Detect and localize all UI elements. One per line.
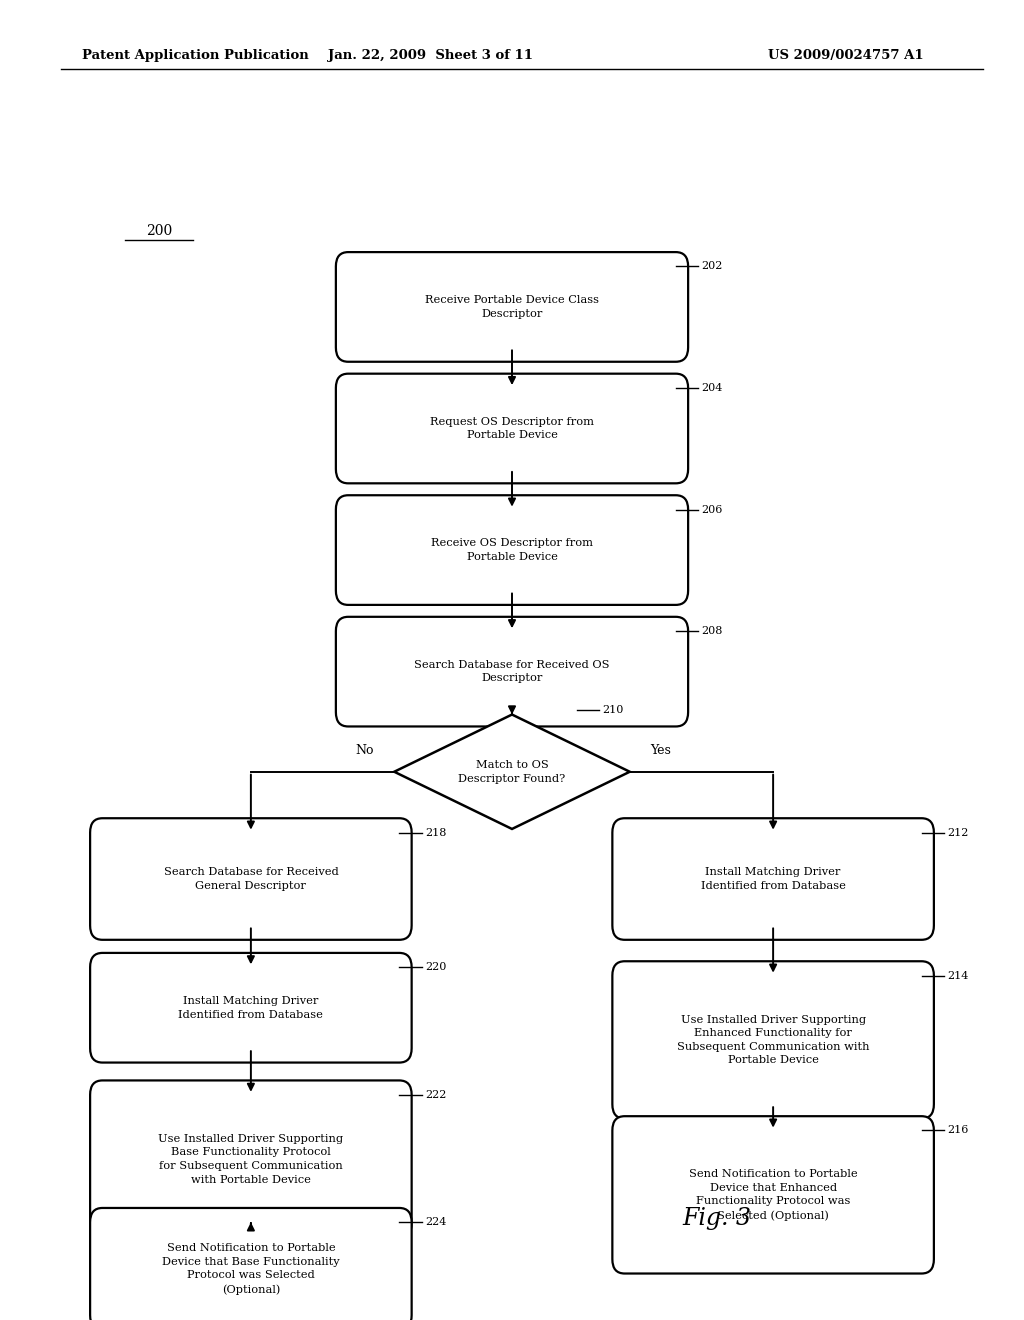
Text: Use Installed Driver Supporting
Enhanced Functionality for
Subsequent Communicat: Use Installed Driver Supporting Enhanced… <box>677 1015 869 1065</box>
Text: Request OS Descriptor from
Portable Device: Request OS Descriptor from Portable Devi… <box>430 417 594 441</box>
Text: Fig. 3: Fig. 3 <box>682 1208 752 1230</box>
Text: 216: 216 <box>947 1126 969 1135</box>
FancyBboxPatch shape <box>336 616 688 726</box>
Text: Install Matching Driver
Identified from Database: Install Matching Driver Identified from … <box>178 995 324 1019</box>
FancyBboxPatch shape <box>612 961 934 1118</box>
FancyBboxPatch shape <box>336 495 688 605</box>
Text: 220: 220 <box>425 962 446 973</box>
Text: Receive Portable Device Class
Descriptor: Receive Portable Device Class Descriptor <box>425 296 599 318</box>
Text: Jan. 22, 2009  Sheet 3 of 11: Jan. 22, 2009 Sheet 3 of 11 <box>328 49 532 62</box>
Text: Patent Application Publication: Patent Application Publication <box>82 49 308 62</box>
Text: 206: 206 <box>701 504 723 515</box>
Text: 210: 210 <box>602 705 624 714</box>
Text: Match to OS
Descriptor Found?: Match to OS Descriptor Found? <box>459 760 565 784</box>
Text: 224: 224 <box>425 1217 446 1228</box>
Text: Search Database for Received OS
Descriptor: Search Database for Received OS Descript… <box>415 660 609 684</box>
Text: No: No <box>355 744 374 758</box>
FancyBboxPatch shape <box>90 953 412 1063</box>
FancyBboxPatch shape <box>90 1081 412 1238</box>
FancyBboxPatch shape <box>90 1208 412 1320</box>
FancyBboxPatch shape <box>336 374 688 483</box>
Text: 222: 222 <box>425 1090 446 1100</box>
FancyBboxPatch shape <box>612 818 934 940</box>
Text: US 2009/0024757 A1: US 2009/0024757 A1 <box>768 49 924 62</box>
FancyBboxPatch shape <box>612 1117 934 1274</box>
Polygon shape <box>394 714 630 829</box>
Text: Send Notification to Portable
Device that Base Functionality
Protocol was Select: Send Notification to Portable Device tha… <box>162 1243 340 1295</box>
Text: 218: 218 <box>425 828 446 837</box>
Text: 208: 208 <box>701 626 723 636</box>
FancyBboxPatch shape <box>90 818 412 940</box>
Text: 212: 212 <box>947 828 969 837</box>
Text: Send Notification to Portable
Device that Enhanced
Functionality Protocol was
Se: Send Notification to Portable Device tha… <box>689 1170 857 1221</box>
Text: 200: 200 <box>145 224 172 238</box>
FancyBboxPatch shape <box>336 252 688 362</box>
Text: Search Database for Received
General Descriptor: Search Database for Received General Des… <box>164 867 338 891</box>
Text: 202: 202 <box>701 261 723 272</box>
Text: Yes: Yes <box>650 744 671 758</box>
Text: 214: 214 <box>947 970 969 981</box>
Text: Install Matching Driver
Identified from Database: Install Matching Driver Identified from … <box>700 867 846 891</box>
Text: Receive OS Descriptor from
Portable Device: Receive OS Descriptor from Portable Devi… <box>431 539 593 562</box>
Text: Use Installed Driver Supporting
Base Functionality Protocol
for Subsequent Commu: Use Installed Driver Supporting Base Fun… <box>159 1134 343 1184</box>
Text: 204: 204 <box>701 383 723 393</box>
